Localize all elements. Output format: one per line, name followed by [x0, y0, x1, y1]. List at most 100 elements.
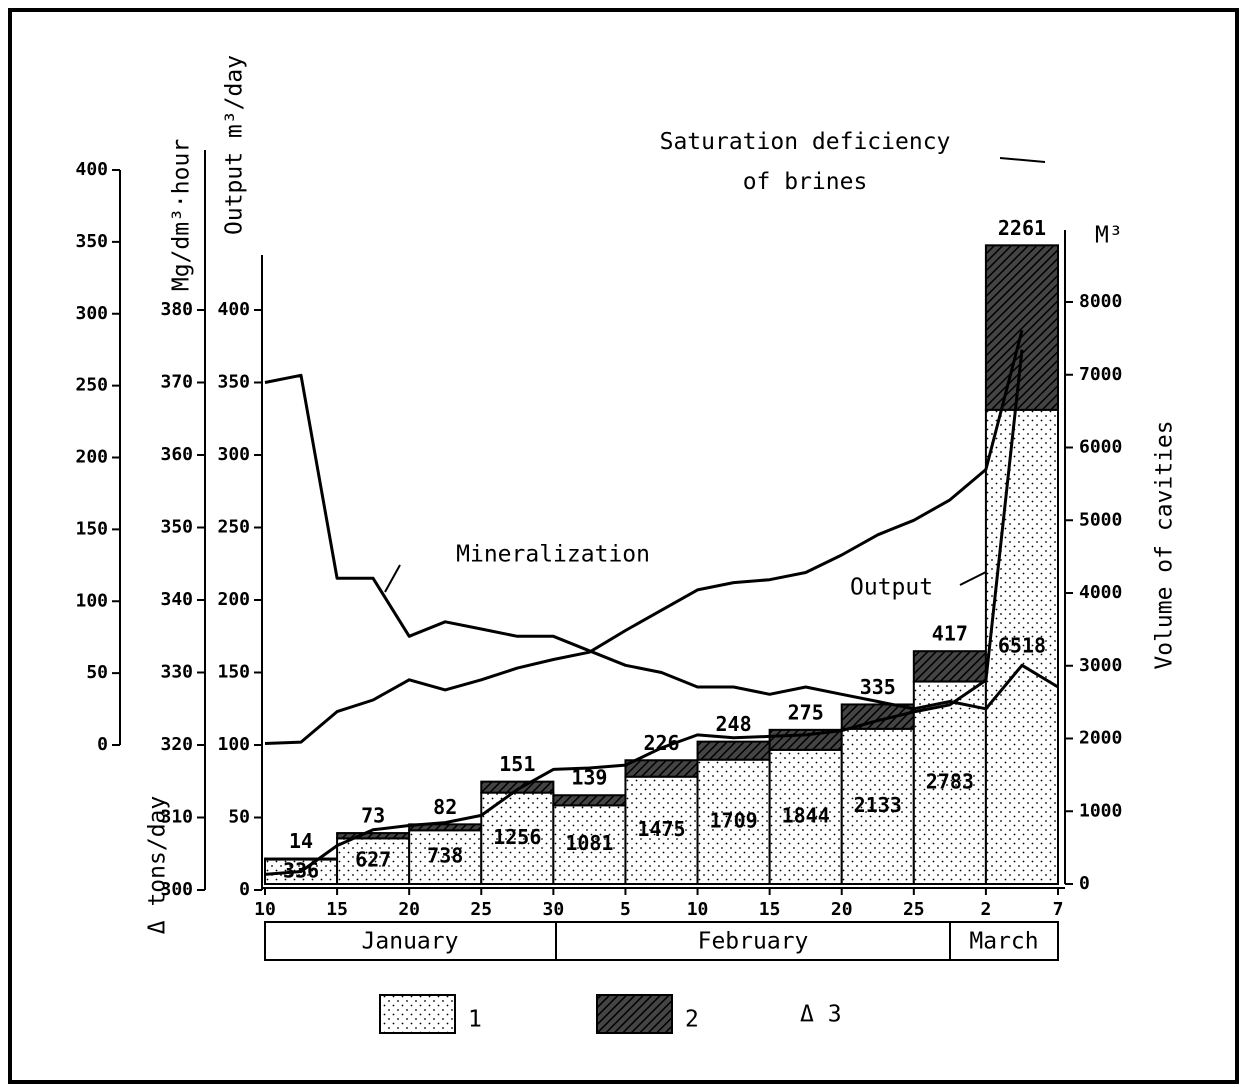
month-label: January	[362, 929, 459, 955]
bar-value-label: 73	[361, 804, 385, 828]
y-tick-label: 100	[75, 590, 108, 611]
y-tick-label: 300	[160, 879, 193, 900]
bar-value-label: 335	[860, 675, 896, 699]
mineralization-label: Mineralization	[456, 542, 650, 568]
bar-segment	[552, 804, 627, 885]
y-tick-label: 320	[160, 734, 193, 755]
y-tick-label: 200	[75, 447, 108, 468]
y-tick-label: 310	[160, 807, 193, 828]
y-tick-label: 150	[75, 518, 108, 539]
bar-segment	[912, 650, 987, 683]
bar-value-label: 151	[499, 752, 535, 776]
y-tick-label: 400	[75, 159, 108, 180]
y-tick-label: 300	[75, 303, 108, 324]
bar-value-label: 6518	[998, 633, 1046, 657]
x-tick-label: 25	[903, 899, 925, 920]
bar-segment	[264, 857, 339, 861]
bar-segment	[336, 832, 411, 840]
x-tick-label: 15	[759, 899, 781, 920]
y-tick-label: 360	[160, 444, 193, 465]
y-tick-label: 150	[217, 662, 250, 683]
arrow	[999, 157, 1046, 163]
y-tick-label: 8000	[1079, 291, 1122, 312]
volume-unit: M³	[1095, 223, 1123, 249]
y-tick-label: 0	[97, 734, 108, 755]
y-tick-label: 340	[160, 589, 193, 610]
bar-value-label: 1256	[493, 825, 541, 849]
bar-segment	[840, 727, 915, 886]
y-tick-label: 250	[75, 375, 108, 396]
x-tick-label: 10	[254, 899, 276, 920]
bar-value-label: 2783	[926, 769, 974, 793]
y-tick-label: 50	[86, 662, 108, 683]
delta-axis-label: Δ tons/day	[145, 796, 171, 934]
bar-value-label: 275	[788, 700, 824, 724]
bar-value-label: 738	[427, 844, 463, 868]
y-tick-label: 200	[217, 589, 250, 610]
mg-axis-label: Mg/dm³·hour	[169, 139, 195, 291]
y-tick-label: 5000	[1079, 509, 1122, 530]
bar-value-label: 2133	[854, 793, 902, 817]
bar-value-label: 82	[433, 795, 457, 819]
x-tick-label: 25	[470, 899, 492, 920]
arrow	[384, 564, 401, 593]
legend-label: 1	[468, 1007, 482, 1033]
month-label: March	[969, 929, 1038, 955]
saturation-label: Saturation deficiency of brines	[659, 129, 951, 195]
y-tick-label: 350	[217, 372, 250, 393]
y-tick-label: 0	[1079, 873, 1090, 894]
line-series	[264, 373, 1059, 711]
x-tick-label: 2	[980, 899, 991, 920]
month-box	[949, 921, 1059, 961]
bar-value-label: 1709	[710, 808, 758, 832]
y-tick-label: 350	[75, 231, 108, 252]
x-tick-label: 15	[326, 899, 348, 920]
x-tick-label: 20	[398, 899, 420, 920]
bar-value-label: 1081	[565, 831, 613, 855]
bar-value-label: 1844	[782, 803, 830, 827]
y-tick-label: 250	[217, 517, 250, 538]
bar-segment	[984, 244, 1060, 411]
frame	[8, 8, 1239, 1084]
line-series	[264, 329, 1024, 745]
month-row: January February March	[264, 921, 1059, 961]
bar-segment	[912, 680, 987, 885]
y-tick-label: 380	[160, 299, 193, 320]
output-axis-label: Output m³/day	[222, 55, 248, 235]
bar-value-label: 14	[289, 829, 313, 853]
volume-axis-label: Volume of cavities	[1152, 420, 1178, 669]
bar-segment	[552, 794, 627, 807]
bar-value-label: 248	[716, 712, 752, 736]
y-tick-label: 0	[239, 879, 250, 900]
bar-segment	[840, 703, 915, 730]
y-tick-label: 3000	[1079, 655, 1122, 676]
legend-swatch	[596, 994, 673, 1034]
y-tick-label: 2000	[1079, 728, 1122, 749]
bar-segment	[624, 775, 699, 885]
x-tick-label: 20	[831, 899, 853, 920]
bar-segment	[696, 740, 771, 761]
bar-value-label: 417	[932, 622, 968, 646]
x-tick-label: 30	[543, 899, 565, 920]
output-label: Output	[850, 575, 933, 601]
month-label: February	[698, 929, 809, 955]
legend-label: 2	[685, 1007, 699, 1033]
y-tick-label: 1000	[1079, 800, 1122, 821]
y-tick-label: 350	[160, 517, 193, 538]
x-tick-label: 7	[1053, 899, 1064, 920]
bar-value-label: 627	[355, 848, 391, 872]
y-tick-label: 6000	[1079, 437, 1122, 458]
y-tick-label: 330	[160, 662, 193, 683]
y-tick-label: 4000	[1079, 582, 1122, 603]
y-tick-label: 300	[217, 444, 250, 465]
y-tick-label: 400	[217, 299, 250, 320]
y-tick-label: 7000	[1079, 364, 1122, 385]
legend-note: Δ 3	[800, 1002, 842, 1028]
bar-value-label: 1475	[637, 817, 685, 841]
bar-segment	[480, 780, 555, 794]
y-tick-label: 370	[160, 372, 193, 393]
bar-segment	[624, 759, 699, 778]
y-tick-label: 50	[228, 807, 250, 828]
x-tick-label: 10	[687, 899, 709, 920]
